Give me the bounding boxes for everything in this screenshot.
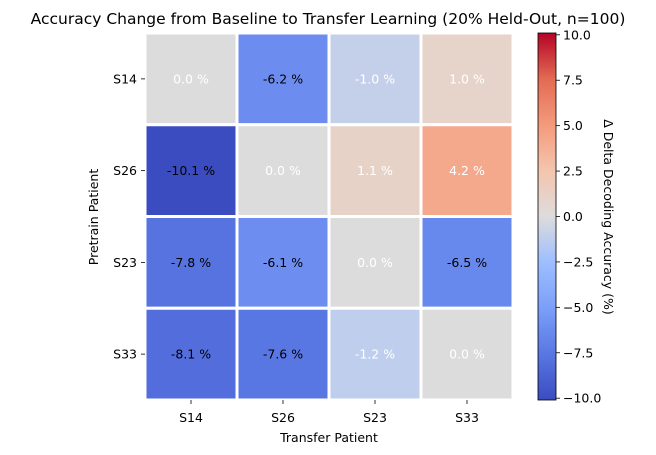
cell-value-label: -6.5 % (447, 255, 487, 270)
colorbar-ticks: 10.0 7.5 5.0 2.5 0.0 −2.5 −5.0 −7.5 −10.0 (556, 27, 601, 406)
cell-value-label: -7.8 % (171, 255, 211, 270)
heatmap-cell (419, 31, 515, 127)
heatmap-cell (235, 306, 331, 402)
cell-value-label: -1.0 % (355, 71, 395, 86)
x-tick-label: S14 (179, 410, 203, 425)
heatmap-cell (235, 123, 331, 218)
colorbar-tick-label: 0.0 (563, 209, 583, 224)
x-axis-label: Transfer Patient (279, 430, 378, 445)
heatmap-cell (419, 215, 515, 310)
cell-value-label: -10.1 % (167, 163, 215, 178)
y-tick-label: S14 (113, 71, 137, 86)
x-tick-label: S33 (455, 410, 479, 425)
cell-value-label: 0.0 % (357, 255, 393, 270)
y-tick-label: S33 (113, 347, 137, 362)
cell-value-label: -6.1 % (263, 255, 303, 270)
cell-value-label: 4.2 % (449, 163, 485, 178)
heatmap-cells: 0.0 % -6.2 % -1.0 % 1.0 % -10.1 % 0.0 % 1.1 % 4… (143, 31, 515, 402)
heatmap-cell (419, 123, 515, 218)
heatmap-cell (235, 215, 331, 310)
cell-value-label: 0.0 % (265, 163, 301, 178)
chart-title: Accuracy Change from Baseline to Transfe… (31, 10, 626, 28)
x-tick-label: S23 (363, 410, 387, 425)
x-tick-label: S26 (271, 410, 295, 425)
colorbar (537, 32, 557, 401)
colorbar-tick-label: 7.5 (563, 73, 583, 88)
cell-value-label: -1.2 % (355, 347, 395, 362)
colorbar-tick-label: −7.5 (563, 345, 593, 360)
y-axis-label: Pretrain Patient (86, 169, 101, 266)
cell-value-label: -8.1 % (171, 347, 211, 362)
colorbar-tick-label: −2.5 (563, 254, 593, 269)
heatmap-cell (235, 31, 331, 127)
heatmap-cell (419, 306, 515, 402)
cell-value-label: 1.1 % (357, 163, 393, 178)
cell-value-label: 1.0 % (449, 71, 485, 86)
colorbar-tick-label: 2.5 (563, 164, 583, 179)
y-axis-ticks: S14 S26 S23 S33 (113, 71, 145, 362)
y-tick-label: S26 (113, 163, 137, 178)
colorbar-tick-label: −5.0 (563, 300, 593, 315)
cell-value-label: -6.2 % (263, 71, 303, 86)
cell-value-label: 0.0 % (173, 71, 209, 86)
cell-value-label: 0.0 % (449, 347, 485, 362)
cell-value-label: -7.6 % (263, 347, 303, 362)
colorbar-tick-label: −10.0 (563, 391, 601, 406)
x-axis-ticks: S14 S26 S23 S33 (179, 400, 479, 425)
colorbar-tick-label: 10.0 (563, 27, 591, 42)
colorbar-label: Δ Delta Decoding Accuracy (%) (601, 119, 616, 315)
y-tick-label: S23 (113, 255, 137, 270)
colorbar-tick-label: 5.0 (563, 118, 583, 133)
